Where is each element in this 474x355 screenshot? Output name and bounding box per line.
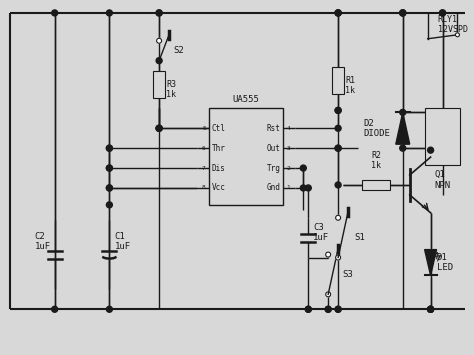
Text: Gnd: Gnd [266, 184, 281, 192]
Circle shape [52, 10, 58, 16]
Text: 3: 3 [286, 146, 290, 151]
Circle shape [428, 306, 434, 312]
Bar [332, 67, 344, 94]
Circle shape [335, 182, 341, 188]
Circle shape [336, 215, 341, 220]
Text: Vcc: Vcc [212, 184, 226, 192]
Text: 2: 2 [286, 165, 290, 170]
Circle shape [305, 306, 311, 312]
Text: 1: 1 [286, 185, 290, 190]
Text: Trg: Trg [266, 164, 281, 173]
Bar [425, 108, 460, 165]
Circle shape [439, 10, 446, 16]
Text: 5: 5 [202, 126, 206, 131]
Text: D1
LED: D1 LED [437, 253, 453, 272]
Circle shape [326, 292, 331, 297]
Circle shape [106, 145, 112, 151]
Circle shape [428, 306, 434, 312]
Text: R2
1k: R2 1k [372, 151, 382, 170]
Circle shape [301, 185, 306, 191]
Circle shape [335, 10, 341, 16]
Circle shape [106, 145, 112, 151]
Circle shape [439, 10, 446, 16]
Bar [363, 180, 390, 190]
Circle shape [106, 165, 112, 171]
Polygon shape [396, 113, 410, 144]
Circle shape [335, 10, 341, 16]
Text: S1: S1 [354, 233, 365, 242]
Text: Ctl: Ctl [212, 124, 226, 133]
Circle shape [325, 306, 331, 312]
Circle shape [326, 252, 331, 257]
Text: C3
1uF: C3 1uF [313, 223, 329, 242]
Bar [209, 108, 283, 205]
Circle shape [325, 306, 331, 312]
Circle shape [106, 165, 112, 171]
Text: Thr: Thr [212, 144, 226, 153]
Circle shape [305, 306, 311, 312]
Text: 8: 8 [202, 185, 206, 190]
Circle shape [335, 108, 341, 113]
Circle shape [335, 125, 341, 131]
Text: R1
1k: R1 1k [345, 76, 355, 95]
Text: Q1
NPN: Q1 NPN [435, 170, 451, 190]
Circle shape [335, 306, 341, 312]
Circle shape [106, 306, 112, 312]
Polygon shape [425, 250, 437, 275]
Circle shape [400, 10, 406, 16]
Circle shape [428, 306, 434, 312]
Text: S2: S2 [173, 46, 184, 55]
Circle shape [156, 125, 162, 131]
Circle shape [156, 58, 162, 64]
Text: R3
1k: R3 1k [166, 80, 176, 99]
Circle shape [400, 109, 406, 115]
Circle shape [456, 33, 459, 37]
Circle shape [156, 38, 162, 43]
Circle shape [335, 145, 341, 151]
Circle shape [156, 10, 162, 16]
Circle shape [428, 306, 434, 312]
Circle shape [156, 125, 162, 131]
Circle shape [336, 255, 341, 260]
Text: 6: 6 [202, 146, 206, 151]
Text: UA555: UA555 [233, 95, 260, 104]
Text: 4: 4 [286, 126, 290, 131]
Text: Out: Out [266, 144, 281, 153]
Text: Rst: Rst [266, 124, 281, 133]
Bar [153, 71, 165, 98]
Circle shape [428, 147, 434, 153]
Circle shape [106, 185, 112, 191]
Circle shape [52, 306, 58, 312]
Circle shape [335, 145, 341, 151]
Text: Dis: Dis [212, 164, 226, 173]
Circle shape [335, 108, 341, 113]
Circle shape [400, 10, 406, 16]
Circle shape [156, 10, 162, 16]
Circle shape [335, 306, 341, 312]
Text: C1
1uF: C1 1uF [114, 232, 130, 251]
Text: C2
1uF: C2 1uF [35, 232, 51, 251]
Text: D2
DIODE: D2 DIODE [363, 119, 390, 138]
Circle shape [106, 10, 112, 16]
Circle shape [335, 10, 341, 16]
Circle shape [106, 185, 112, 191]
Circle shape [106, 202, 112, 208]
Circle shape [156, 125, 162, 131]
Circle shape [305, 185, 311, 191]
Circle shape [400, 10, 406, 16]
Text: S3: S3 [342, 270, 353, 279]
Text: RLY1
12VSPD: RLY1 12VSPD [438, 15, 467, 34]
Circle shape [301, 165, 306, 171]
Text: 7: 7 [202, 165, 206, 170]
Circle shape [156, 58, 162, 63]
Circle shape [400, 145, 406, 151]
